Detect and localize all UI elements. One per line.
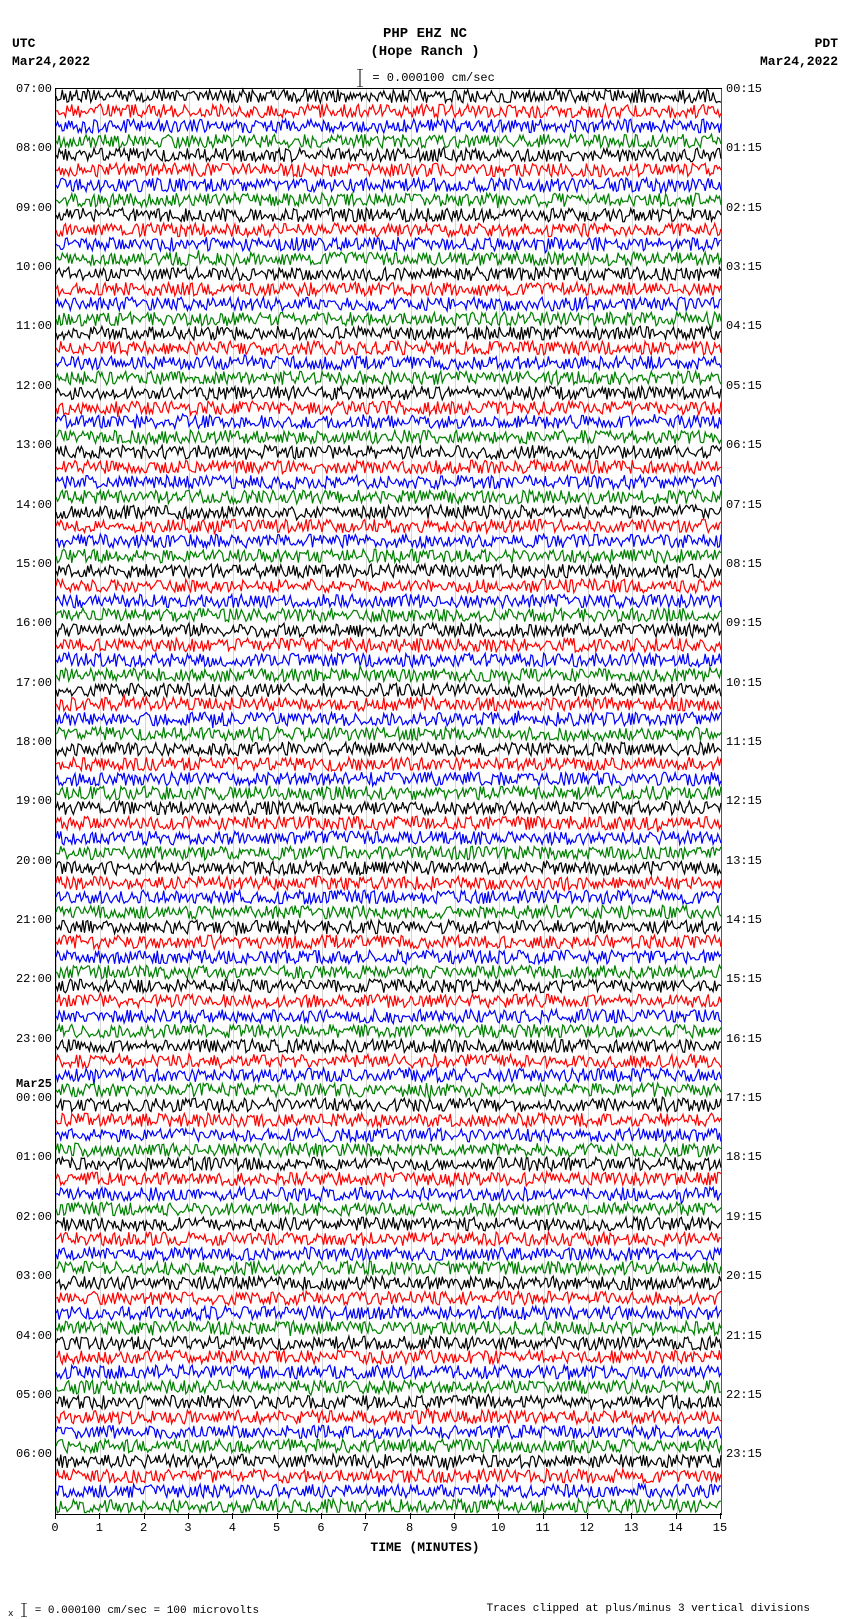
x-tick-label: 5	[273, 1521, 280, 1535]
utc-time-label: 04:00	[16, 1329, 52, 1343]
x-tick-label: 14	[668, 1521, 682, 1535]
pdt-time-label: 06:15	[726, 438, 762, 452]
pdt-time-label: 01:15	[726, 141, 762, 155]
pdt-time-label: 17:15	[726, 1091, 762, 1105]
utc-time-label: 05:00	[16, 1388, 52, 1402]
pdt-time-label: 03:15	[726, 260, 762, 274]
pdt-time-label: 00:15	[726, 82, 762, 96]
x-tick-label: 10	[491, 1521, 505, 1535]
pdt-time-label: 12:15	[726, 794, 762, 808]
tz-left-label: UTC	[12, 35, 90, 53]
x-tick-mark	[365, 1513, 366, 1519]
chart-header: PHP EHZ NC (Hope Ranch ) = 0.000100 cm/s…	[0, 25, 850, 87]
pdt-time-label: 09:15	[726, 616, 762, 630]
pdt-time-label: 08:15	[726, 557, 762, 571]
footer-scale-note: x = 0.000100 cm/sec = 100 microvolts	[8, 1603, 259, 1619]
pdt-time-label: 13:15	[726, 854, 762, 868]
utc-time-label: 20:00	[16, 854, 52, 868]
utc-time-label: 12:00	[16, 379, 52, 393]
pdt-time-label: 19:15	[726, 1210, 762, 1224]
pdt-time-label: 18:15	[726, 1150, 762, 1164]
utc-time-label: 13:00	[16, 438, 52, 452]
x-tick-mark	[631, 1513, 632, 1519]
utc-time-label: 14:00	[16, 498, 52, 512]
pdt-time-label: 15:15	[726, 972, 762, 986]
x-tick-mark	[676, 1513, 677, 1519]
pdt-time-label: 21:15	[726, 1329, 762, 1343]
x-tick-label: 0	[51, 1521, 58, 1535]
utc-time-label: 03:00	[16, 1269, 52, 1283]
x-tick-mark	[188, 1513, 189, 1519]
x-tick-mark	[321, 1513, 322, 1519]
tz-right-date: Mar24,2022	[760, 53, 838, 71]
x-tick-mark	[410, 1513, 411, 1519]
x-tick-mark	[543, 1513, 544, 1519]
footer-clip-note: Traces clipped at plus/minus 3 vertical …	[487, 1603, 810, 1615]
timezone-left: UTC Mar24,2022	[12, 35, 90, 71]
pdt-time-label: 02:15	[726, 201, 762, 215]
utc-time-label: 07:00	[16, 82, 52, 96]
x-tick-label: 2	[140, 1521, 147, 1535]
station-name: (Hope Ranch )	[0, 43, 850, 61]
tz-right-label: PDT	[760, 35, 838, 53]
utc-time-label: 01:00	[16, 1150, 52, 1164]
pdt-time-label: 14:15	[726, 913, 762, 927]
x-tick-label: 3	[184, 1521, 191, 1535]
utc-time-label: 17:00	[16, 676, 52, 690]
x-tick-label: 11	[535, 1521, 549, 1535]
utc-time-label: 00:00	[16, 1091, 52, 1105]
x-tick-label: 15	[713, 1521, 727, 1535]
pdt-time-label: 05:15	[726, 379, 762, 393]
x-tick-label: 12	[580, 1521, 594, 1535]
x-tick-mark	[55, 1513, 56, 1519]
utc-time-label: 09:00	[16, 201, 52, 215]
x-tick-mark	[232, 1513, 233, 1519]
utc-time-label: 18:00	[16, 735, 52, 749]
pdt-time-label: 11:15	[726, 735, 762, 749]
gridline	[721, 89, 722, 1514]
pdt-time-label: 23:15	[726, 1447, 762, 1461]
x-tick-mark	[144, 1513, 145, 1519]
pdt-time-label: 22:15	[726, 1388, 762, 1402]
pdt-time-label: 20:15	[726, 1269, 762, 1283]
utc-time-label: 16:00	[16, 616, 52, 630]
timezone-right: PDT Mar24,2022	[760, 35, 838, 71]
x-tick-mark	[587, 1513, 588, 1519]
pdt-time-label: 04:15	[726, 319, 762, 333]
utc-time-label: 11:00	[16, 319, 52, 333]
pdt-time-label: 10:15	[726, 676, 762, 690]
utc-time-label: 19:00	[16, 794, 52, 808]
seismogram-plot	[55, 88, 722, 1515]
x-tick-mark	[454, 1513, 455, 1519]
station-code: PHP EHZ NC	[0, 25, 850, 43]
x-tick-label: 9	[450, 1521, 457, 1535]
utc-time-label: 15:00	[16, 557, 52, 571]
utc-time-label: 21:00	[16, 913, 52, 927]
utc-time-label: 22:00	[16, 972, 52, 986]
x-tick-label: 6	[317, 1521, 324, 1535]
chart-title: PHP EHZ NC (Hope Ranch )	[0, 25, 850, 61]
x-tick-mark	[99, 1513, 100, 1519]
x-tick-label: 7	[362, 1521, 369, 1535]
x-tick-mark	[498, 1513, 499, 1519]
utc-time-label: 08:00	[16, 141, 52, 155]
seismic-trace	[56, 1499, 721, 1514]
day-marker: Mar25	[16, 1077, 52, 1091]
x-tick-label: 13	[624, 1521, 638, 1535]
utc-time-label: 02:00	[16, 1210, 52, 1224]
x-axis-label: TIME (MINUTES)	[0, 1540, 850, 1555]
utc-time-label: 10:00	[16, 260, 52, 274]
pdt-time-label: 16:15	[726, 1032, 762, 1046]
utc-time-label: 23:00	[16, 1032, 52, 1046]
x-tick-mark	[277, 1513, 278, 1519]
x-tick-label: 8	[406, 1521, 413, 1535]
tz-left-date: Mar24,2022	[12, 53, 90, 71]
x-tick-label: 1	[96, 1521, 103, 1535]
utc-time-label: 06:00	[16, 1447, 52, 1461]
x-tick-label: 4	[229, 1521, 236, 1535]
x-tick-mark	[720, 1513, 721, 1519]
pdt-time-label: 07:15	[726, 498, 762, 512]
